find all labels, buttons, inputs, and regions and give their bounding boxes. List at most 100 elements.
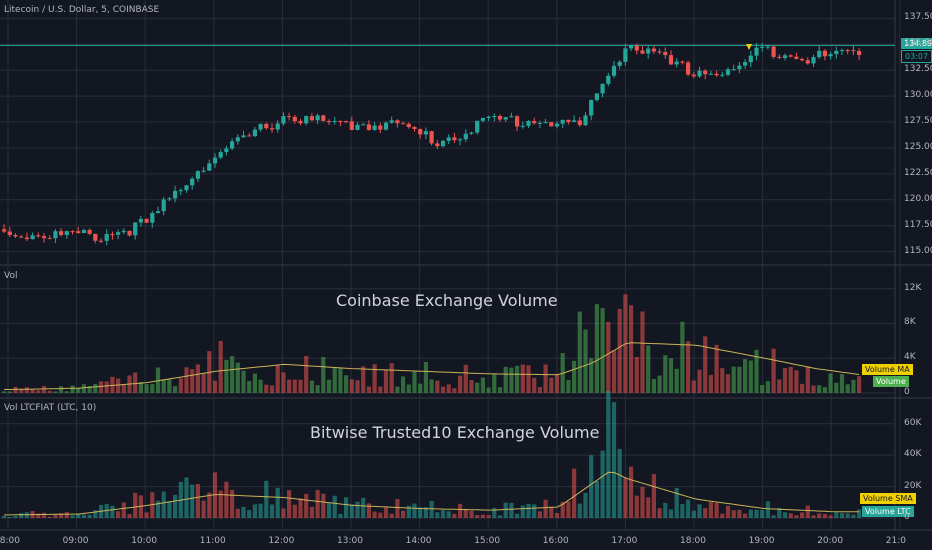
candle[interactable]: [292, 116, 297, 122]
ltc-volume-bar[interactable]: [252, 504, 257, 518]
ltc-volume-bar[interactable]: [372, 511, 377, 518]
candle[interactable]: [155, 211, 161, 214]
candle[interactable]: [834, 50, 839, 55]
volume-bar[interactable]: [190, 369, 195, 393]
ltc-volume-bar[interactable]: [492, 508, 497, 518]
volume-bar[interactable]: [7, 391, 12, 393]
ltc-volume-bar[interactable]: [190, 484, 195, 518]
volume-bar[interactable]: [87, 386, 92, 393]
candle[interactable]: [116, 232, 121, 235]
ltc-volume-bar[interactable]: [389, 513, 394, 518]
volume-bar[interactable]: [372, 364, 377, 393]
volume-bar[interactable]: [24, 387, 29, 393]
candle[interactable]: [269, 128, 275, 130]
candle[interactable]: [121, 230, 126, 233]
candle[interactable]: [554, 123, 560, 127]
signal-marker[interactable]: [746, 44, 752, 50]
volume-bar[interactable]: [389, 363, 394, 393]
volume-bar[interactable]: [178, 378, 183, 393]
volume-bar[interactable]: [138, 382, 143, 393]
ltc-volume-bar[interactable]: [440, 510, 446, 518]
candle[interactable]: [817, 50, 822, 58]
candle[interactable]: [606, 75, 611, 84]
ltc-volume-bar[interactable]: [298, 498, 303, 518]
volume-bar[interactable]: [366, 386, 371, 393]
volume-bar[interactable]: [640, 311, 645, 393]
candle[interactable]: [378, 125, 383, 130]
ltc-volume-bar[interactable]: [634, 495, 639, 518]
candle[interactable]: [30, 235, 35, 240]
ltc-volume-bar[interactable]: [560, 501, 565, 518]
candle[interactable]: [2, 229, 7, 232]
ltc-volume-bar[interactable]: [264, 480, 269, 518]
ltc-volume-bar[interactable]: [287, 490, 292, 518]
volume-bar[interactable]: [503, 366, 508, 393]
candle[interactable]: [412, 127, 417, 130]
candle[interactable]: [492, 116, 497, 118]
candle[interactable]: [53, 231, 58, 239]
candle[interactable]: [857, 50, 862, 56]
ltc-volume-bar[interactable]: [748, 509, 753, 518]
volume-bar[interactable]: [788, 366, 793, 393]
volume-bar[interactable]: [59, 386, 64, 393]
ltc-volume-bar[interactable]: [401, 510, 406, 518]
candle[interactable]: [651, 48, 656, 52]
volume-bar[interactable]: [577, 311, 582, 393]
volume-bar[interactable]: [252, 373, 257, 393]
volume-bar[interactable]: [674, 368, 679, 393]
ltc-volume-bar[interactable]: [828, 515, 833, 518]
volume-bar[interactable]: [401, 376, 406, 393]
volume-bar[interactable]: [611, 350, 617, 393]
volume-bar[interactable]: [13, 386, 18, 393]
ltc-volume-bar[interactable]: [839, 513, 845, 518]
candle[interactable]: [258, 123, 263, 130]
volume-bar[interactable]: [452, 388, 457, 393]
candle[interactable]: [480, 117, 485, 121]
ltc-volume-bar[interactable]: [64, 512, 69, 518]
ltc-volume-bar[interactable]: [657, 508, 662, 518]
volume-bar[interactable]: [817, 385, 822, 393]
candle[interactable]: [275, 123, 280, 130]
ltc-volume-bar[interactable]: [184, 477, 189, 518]
candle[interactable]: [321, 115, 326, 121]
ltc-volume-bar[interactable]: [36, 513, 41, 518]
volume-bar[interactable]: [418, 383, 423, 393]
volume-bar[interactable]: [235, 362, 240, 393]
candle[interactable]: [19, 236, 24, 238]
volume-bar[interactable]: [458, 375, 463, 393]
candle[interactable]: [634, 44, 639, 51]
ltc-volume-bar[interactable]: [212, 472, 218, 518]
volume-bar[interactable]: [264, 384, 269, 393]
volume-bar[interactable]: [378, 386, 383, 393]
volume-bar[interactable]: [321, 357, 326, 393]
volume-bar[interactable]: [98, 381, 104, 393]
candle[interactable]: [235, 137, 240, 142]
ltc-volume-bar[interactable]: [247, 510, 252, 518]
candle[interactable]: [532, 120, 537, 124]
ltc-volume-bar[interactable]: [486, 515, 491, 518]
ltc-volume-bar[interactable]: [70, 515, 75, 518]
candle[interactable]: [440, 140, 446, 147]
volume-bar[interactable]: [247, 381, 252, 393]
candle[interactable]: [304, 116, 309, 124]
volume-bar[interactable]: [212, 380, 218, 393]
volume-bar[interactable]: [845, 384, 850, 393]
ltc-volume-bar[interactable]: [794, 515, 799, 518]
ltc-volume-bar[interactable]: [589, 455, 594, 518]
volume-bar[interactable]: [155, 367, 161, 393]
candle[interactable]: [150, 213, 155, 223]
candle[interactable]: [133, 222, 138, 236]
ltc-volume-bar[interactable]: [754, 509, 759, 518]
candle[interactable]: [663, 51, 668, 56]
ltc-volume-bar[interactable]: [629, 466, 634, 518]
volume-bar[interactable]: [332, 367, 337, 393]
candle[interactable]: [167, 198, 172, 200]
candle[interactable]: [640, 50, 645, 54]
candle[interactable]: [201, 170, 206, 172]
volume-bar[interactable]: [743, 359, 748, 393]
candle[interactable]: [173, 190, 178, 199]
volume-bar[interactable]: [680, 321, 685, 393]
ltc-volume-bar[interactable]: [395, 499, 400, 518]
ltc-volume-bar[interactable]: [771, 515, 776, 518]
ltc-volume-bar[interactable]: [167, 501, 172, 518]
